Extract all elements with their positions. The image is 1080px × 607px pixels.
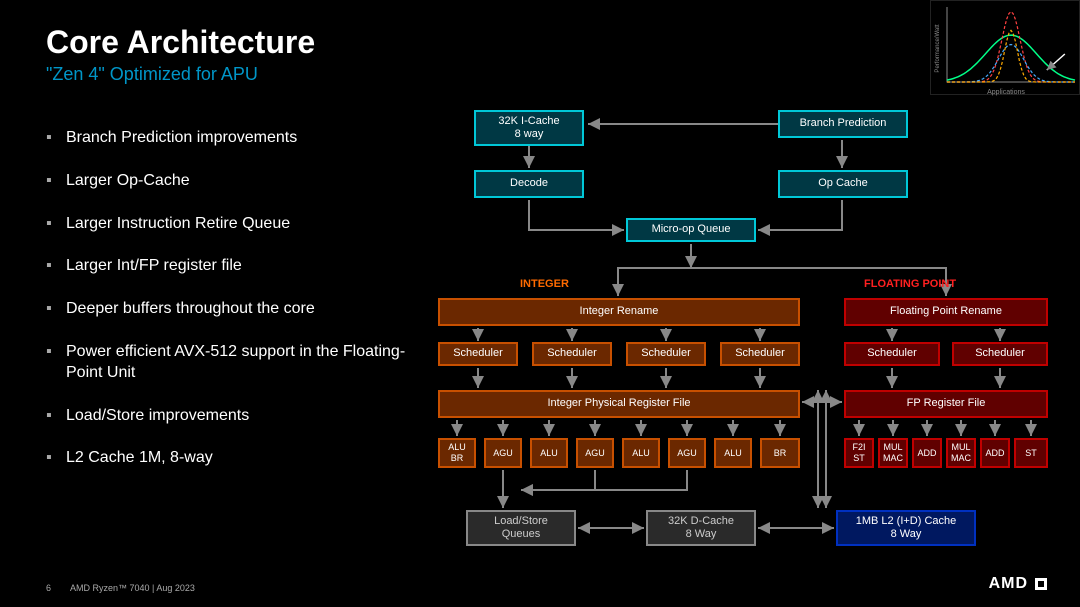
diagram-box-uopq: Micro-op Queue	[626, 218, 756, 242]
diagram-box-u4: ALU	[622, 438, 660, 468]
diagram-box-u0: ALUBR	[438, 438, 476, 468]
diagram-box-decode: Decode	[474, 170, 584, 198]
diagram-box-u5: AGU	[668, 438, 706, 468]
svg-text:Performance/Watt: Performance/Watt	[935, 24, 941, 72]
bullet-item: Branch Prediction improvements	[46, 128, 416, 149]
section-integer-label: INTEGER	[520, 278, 569, 290]
thumb-svg: Applications Performance/Watt	[931, 1, 1080, 96]
page-title: Core Architecture	[46, 24, 315, 61]
diagram-box-fprf: FP Register File	[844, 390, 1048, 418]
diagram-box-u3: AGU	[576, 438, 614, 468]
bullet-item: Deeper buffers throughout the core	[46, 299, 416, 320]
perf-watt-thumbnail: Applications Performance/Watt	[930, 0, 1080, 95]
diagram-box-branch: Branch Prediction	[778, 110, 908, 138]
diagram-box-u1: AGU	[484, 438, 522, 468]
diagram-box-isch2: Scheduler	[626, 342, 706, 366]
diagram-box-fu4: ADD	[980, 438, 1010, 468]
diagram-box-u2: ALU	[530, 438, 568, 468]
diagram-box-l2: 1MB L2 (I+D) Cache8 Way	[836, 510, 976, 546]
architecture-diagram: INTEGER FLOATING POINT 32K I-Cache8 way Bra…	[430, 100, 1070, 580]
page-number: 6	[46, 583, 51, 593]
diagram-box-u6: ALU	[714, 438, 752, 468]
section-fp-label: FLOATING POINT	[864, 278, 956, 290]
amd-logo: AMD	[989, 575, 1050, 593]
diagram-box-opcache: Op Cache	[778, 170, 908, 198]
bullet-item: Load/Store improvements	[46, 406, 416, 427]
diagram-box-u7: BR	[760, 438, 800, 468]
diagram-box-isch1: Scheduler	[532, 342, 612, 366]
diagram-box-fu5: ST	[1014, 438, 1048, 468]
page-subtitle: "Zen 4" Optimized for APU	[46, 64, 258, 85]
diagram-box-iprf: Integer Physical Register File	[438, 390, 800, 418]
diagram-box-icache: 32K I-Cache8 way	[474, 110, 584, 146]
bullet-item: Larger Instruction Retire Queue	[46, 214, 416, 235]
footer-text: AMD Ryzen™ 7040 | Aug 2023	[70, 583, 195, 593]
bullet-item: L2 Cache 1M, 8-way	[46, 448, 416, 469]
diagram-box-fu0: F2IST	[844, 438, 874, 468]
bullet-item: Power efficient AVX-512 support in the F…	[46, 342, 416, 384]
diagram-box-fu2: ADD	[912, 438, 942, 468]
bullet-item: Larger Op-Cache	[46, 171, 416, 192]
diagram-box-fu1: MULMAC	[878, 438, 908, 468]
diagram-box-fprename: Floating Point Rename	[844, 298, 1048, 326]
svg-text:Applications: Applications	[987, 89, 1025, 96]
diagram-box-fsch0: Scheduler	[844, 342, 940, 366]
diagram-box-fsch1: Scheduler	[952, 342, 1048, 366]
diagram-box-dcache: 32K D-Cache8 Way	[646, 510, 756, 546]
feature-list: Branch Prediction improvements Larger Op-…	[46, 128, 416, 491]
diagram-box-intrename: Integer Rename	[438, 298, 800, 326]
diagram-box-fu3: MULMAC	[946, 438, 976, 468]
diagram-box-isch3: Scheduler	[720, 342, 800, 366]
diagram-box-lsq: Load/StoreQueues	[466, 510, 576, 546]
bullet-item: Larger Int/FP register file	[46, 256, 416, 277]
diagram-box-isch0: Scheduler	[438, 342, 518, 366]
